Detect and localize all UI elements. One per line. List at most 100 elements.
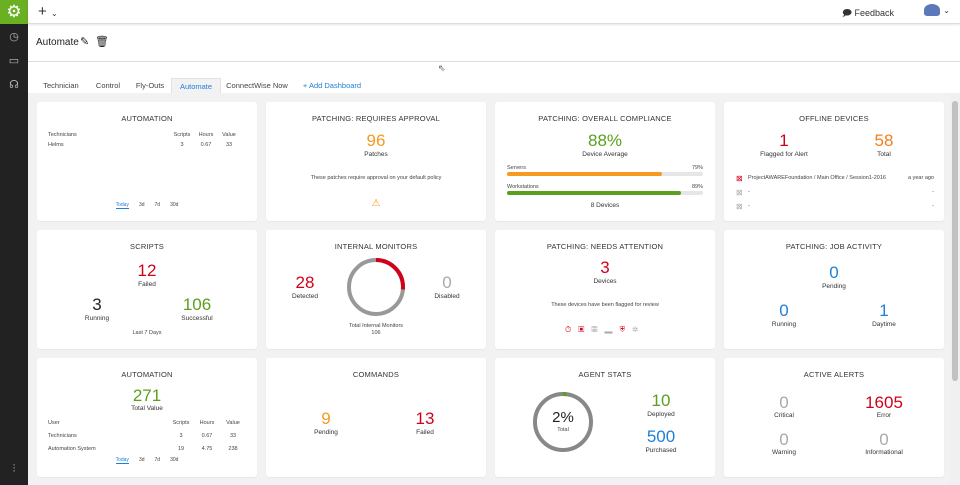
percent-value: 2%: [552, 409, 574, 426]
range-7d[interactable]: 7d: [154, 202, 161, 208]
column-header: Technicians: [48, 132, 77, 138]
agent-donut-chart: [533, 392, 593, 452]
avatar[interactable]: [924, 4, 940, 16]
total-count[interactable]: 58: [874, 131, 894, 150]
list-item[interactable]: ⊠ - -: [736, 199, 934, 213]
successful-label: Successful: [181, 315, 213, 322]
dashboard-tabs: Technician Control Fly-Outs Automate Con…: [28, 78, 960, 93]
total-monitors-label: Total Internal Monitors: [348, 323, 404, 329]
daytime-label: Daytime: [872, 321, 896, 328]
tab-connectwise-now[interactable]: ConnectWise Now: [226, 81, 288, 90]
range-today[interactable]: Today: [115, 457, 129, 464]
failed-count[interactable]: 12: [137, 261, 157, 280]
range-7d[interactable]: 7d: [154, 457, 161, 463]
offline-device-icon: ⊠: [736, 173, 743, 183]
widget-title: ACTIVE ALERTS: [803, 370, 865, 379]
pending-count[interactable]: 9: [321, 409, 331, 428]
dashboard-icon[interactable]: ◷: [9, 30, 19, 43]
deployed-count: 10: [651, 391, 671, 410]
cell: 0.67: [201, 432, 213, 439]
time-range-selector: Today 3d 7d 30d: [37, 202, 257, 209]
flagged-count[interactable]: 1: [779, 131, 789, 150]
detected-label: Detected: [291, 293, 319, 300]
widget-title: AUTOMATION: [121, 370, 173, 379]
failed-label: Failed: [138, 281, 156, 288]
tab-fly-outs[interactable]: Fly-Outs: [135, 81, 165, 90]
issue-icons: ⏱▣▦▂⛨✲: [495, 325, 715, 335]
headset-icon[interactable]: ☊: [9, 78, 19, 91]
tab-control[interactable]: Control: [95, 81, 121, 90]
trash-icon[interactable]: 🗑: [95, 36, 109, 48]
servers-progress-fill: [507, 172, 662, 176]
scrollbar-thumb[interactable]: [952, 101, 958, 381]
tab-automate[interactable]: Automate: [171, 78, 221, 93]
table-row[interactable]: Automation System 19 4.75 238: [48, 442, 246, 455]
patch-failed-icon[interactable]: ▣: [578, 325, 592, 334]
total-label: Total: [877, 151, 891, 158]
pending-label: Pending: [822, 283, 846, 290]
daytime-count[interactable]: 1: [879, 301, 889, 320]
devices-icon[interactable]: ▭: [8, 54, 20, 67]
running-count[interactable]: 3: [92, 295, 102, 314]
automation-user-table: User Scripts Hours Value Technicians 3 0.67 33…: [48, 417, 246, 455]
pending-count[interactable]: 0: [829, 263, 839, 282]
percent-label: Total: [557, 427, 569, 433]
add-dashboard-button[interactable]: + Add Dashboard: [302, 81, 362, 90]
feedback-button[interactable]: 🗩 Feedback: [841, 8, 894, 18]
vertical-scrollbar[interactable]: [950, 93, 960, 485]
top-bar: + ⌄ 🗩 Feedback ⌄: [28, 0, 960, 24]
servers-progress-bar: [507, 172, 703, 176]
range-3d[interactable]: 3d: [138, 202, 145, 208]
column-header: Scripts: [173, 132, 191, 138]
chevron-down-icon[interactable]: ⌄: [943, 6, 950, 15]
widget-title: OFFLINE DEVICES: [799, 114, 869, 123]
reboot-icon[interactable]: ⏱: [565, 325, 579, 334]
security-icon[interactable]: ⛨: [619, 325, 633, 334]
tab-technician[interactable]: Technician: [43, 81, 79, 90]
device-name: ProjectAWAREFoundation / Main Office / S…: [748, 175, 886, 181]
running-count[interactable]: 0: [779, 301, 789, 320]
informational-count[interactable]: 0: [879, 430, 889, 449]
plugin-icon[interactable]: ✲: [632, 325, 645, 334]
device-name: -: [748, 189, 750, 195]
range-3d[interactable]: 3d: [138, 457, 145, 463]
disk-icon[interactable]: ▂: [604, 325, 620, 334]
total-value-label: Total Value: [131, 405, 163, 412]
compliance-percent: 88%: [587, 131, 623, 150]
critical-count[interactable]: 0: [779, 393, 789, 412]
running-label: Running: [771, 321, 797, 328]
disabled-count[interactable]: 0: [442, 273, 452, 292]
successful-count[interactable]: 106: [182, 295, 212, 314]
cell: 3: [179, 432, 183, 439]
failed-count[interactable]: 13: [415, 409, 435, 428]
calendar-icon[interactable]: ▦: [591, 325, 605, 334]
settings-sliders-icon[interactable]: ⫶: [12, 462, 16, 475]
pencil-icon[interactable]: ✎: [80, 36, 90, 48]
patching-overall-compliance-widget: PATCHING: OVERALL COMPLIANCE 88% Device …: [495, 102, 715, 221]
table-row[interactable]: Helms 3 0.67 33: [48, 138, 240, 152]
list-item[interactable]: ⊠ ProjectAWAREFoundation / Main Office / …: [736, 171, 934, 185]
devices-count[interactable]: 3: [600, 258, 610, 277]
range-today[interactable]: Today: [115, 202, 129, 209]
patching-requires-approval-widget: PATCHING: REQUIRES APPROVAL 96 Patches T…: [266, 102, 486, 221]
add-menu-button[interactable]: + ⌄: [38, 3, 58, 20]
detected-count[interactable]: 28: [295, 273, 315, 292]
warning-count[interactable]: 0: [779, 430, 789, 449]
total-value: 271: [132, 386, 162, 405]
range-30d[interactable]: 30d: [170, 202, 179, 208]
patches-count[interactable]: 96: [366, 131, 386, 150]
cell: 4.75: [201, 445, 213, 452]
column-header: Value: [226, 420, 240, 426]
widget-title: PATCHING: REQUIRES APPROVAL: [312, 114, 440, 123]
table-row[interactable]: Technicians 3 0.67 33: [48, 429, 246, 442]
error-count[interactable]: 1605: [865, 393, 903, 412]
cell: Technicians: [48, 432, 77, 439]
gear-logo-icon[interactable]: ⚙: [0, 0, 28, 24]
sidebar: ⚙ ◷ ▭ ☊ ⫶: [0, 0, 28, 485]
range-30d[interactable]: 30d: [170, 457, 179, 463]
patches-label: Patches: [364, 151, 388, 158]
cell: 238: [228, 445, 238, 452]
device-time: -: [932, 189, 934, 195]
devices-count: 8 Devices: [590, 202, 620, 209]
list-item[interactable]: ⊠ - -: [736, 185, 934, 199]
